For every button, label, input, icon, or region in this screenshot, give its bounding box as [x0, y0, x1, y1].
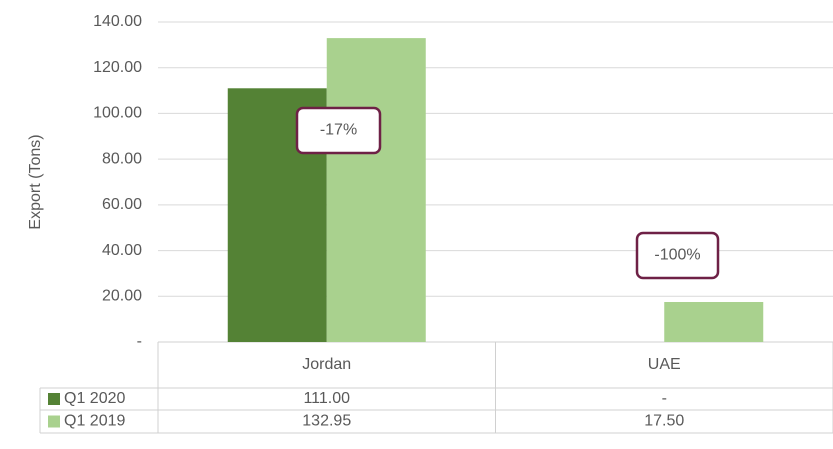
legend-label: Q1 2020 [64, 390, 125, 407]
table-cell: 132.95 [302, 413, 351, 430]
y-tick-label: 20.00 [102, 288, 142, 305]
x-tick-label: UAE [648, 356, 681, 373]
y-tick-label: 80.00 [102, 150, 142, 167]
y-tick-label: 120.00 [93, 59, 142, 76]
bar [326, 38, 426, 342]
y-tick-label: - [137, 333, 142, 350]
y-tick-label: 60.00 [102, 196, 142, 213]
annotation-box [295, 106, 382, 155]
legend-swatch [48, 393, 60, 405]
bar [664, 302, 764, 342]
y-axis-label: Export (Tons) [27, 134, 44, 229]
table-cell: 17.50 [644, 413, 684, 430]
y-tick-label: 140.00 [93, 13, 142, 30]
y-tick-label: 100.00 [93, 105, 142, 122]
annotation-box [635, 231, 720, 280]
annotation: -17% [320, 122, 357, 139]
y-tick-label: 40.00 [102, 242, 142, 259]
table-cell: 111.00 [303, 390, 350, 407]
legend-swatch [48, 415, 60, 428]
table-cell: - [662, 390, 667, 407]
legend-label: Q1 2019 [64, 413, 125, 430]
annotation: -100% [654, 247, 700, 264]
x-tick-label: Jordan [302, 356, 351, 373]
